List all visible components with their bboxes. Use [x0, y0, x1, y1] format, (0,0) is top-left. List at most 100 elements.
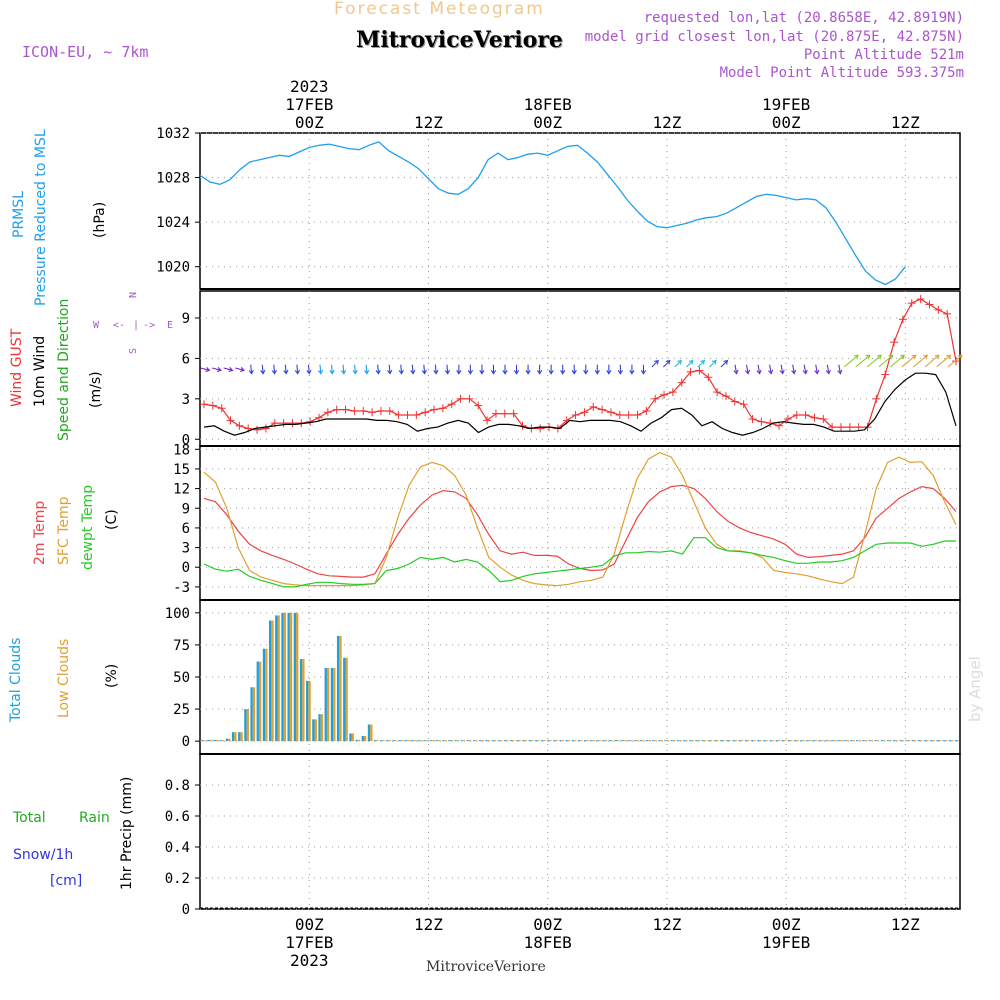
low-cloud-bar: [864, 740, 867, 742]
low-cloud-bar: [623, 740, 626, 742]
total-cloud-bar: [479, 740, 482, 742]
total-cloud-bar: [868, 740, 871, 742]
total-cloud-bar: [602, 740, 605, 742]
total-cloud-bar: [392, 740, 395, 742]
total-cloud-bar: [874, 740, 877, 742]
low-cloud-bar: [549, 740, 552, 742]
total-cloud-bar: [503, 740, 507, 742]
wind-direction-arrow-shaft: [936, 354, 951, 368]
wind-direction-arrow-head: [877, 354, 882, 360]
ytick-label-temperature: 12: [173, 482, 190, 498]
time-label-bottom: 12Z: [891, 915, 920, 934]
total-cloud-bar: [670, 740, 673, 742]
low-cloud-bar: [493, 740, 497, 742]
wind-direction-arrow-shaft: [838, 364, 841, 374]
wind-direction-arrow: [936, 354, 952, 368]
total-cloud-bar: [707, 740, 711, 742]
low-cloud-bar: [604, 740, 608, 742]
wind-direction-arrow-shaft: [662, 360, 671, 368]
low-cloud-bar: [258, 661, 262, 742]
wind-direction-arrow: [720, 359, 729, 368]
total-cloud-bar: [837, 740, 840, 742]
wind-direction-arrow-head: [537, 370, 543, 375]
wind-direction-arrow-head: [723, 359, 729, 365]
low-cloud-bar: [660, 740, 663, 742]
location-title: MitroviceVeriore: [356, 27, 563, 53]
wind-direction-arrow-head: [502, 370, 508, 375]
wind-direction-arrow: [248, 364, 254, 375]
low-cloud-bar: [419, 740, 422, 742]
wind-direction-arrow: [901, 354, 917, 368]
wind-direction-arrow-head: [283, 369, 289, 375]
ytick-label-pressure: 1020: [156, 260, 190, 276]
wind-direction-arrow: [837, 364, 843, 375]
wind-direction-arrow-head: [421, 369, 427, 375]
wind-direction-arrow: [814, 364, 820, 375]
wind-direction-arrow-head: [888, 354, 894, 360]
total-cloud-bar: [330, 668, 334, 742]
wind-direction-arrow-shaft: [913, 354, 928, 368]
ytick-label-clouds: 100: [165, 606, 190, 622]
pressure-line: [199, 141, 906, 286]
total-cloud-bar: [312, 719, 315, 742]
wind-direction-arrow: [733, 364, 739, 375]
total-cloud-bar: [367, 724, 371, 742]
total-cloud-bar: [596, 740, 599, 742]
ytick-label-precip: 0.6: [165, 809, 190, 825]
wind-direction-arrow-head: [654, 359, 659, 365]
forecast-title: Forecast Meteogram: [334, 0, 545, 19]
low-cloud-bar: [561, 740, 565, 742]
low-cloud-bar: [469, 740, 472, 742]
total-cloud-bar: [689, 740, 692, 742]
total-cloud-bar: [954, 740, 958, 742]
low-cloud-bar: [580, 740, 583, 742]
temp-sfc-line: [203, 451, 957, 587]
low-cloud-bar: [221, 740, 225, 742]
wind-direction-arrow-shaft: [855, 354, 870, 368]
time-label-top: 00Z: [772, 113, 801, 132]
total-cloud-bar: [275, 615, 278, 742]
date-label-top: 17FEB: [285, 95, 333, 114]
model-label: ICON-EU, ~ 7km: [22, 43, 149, 61]
ytick-label-clouds: 0: [182, 734, 190, 750]
wind-direction-arrow: [924, 354, 940, 368]
ytick-label-precip: 0: [182, 902, 190, 918]
precip-cm-label: [cm]: [50, 873, 83, 889]
wind-direction-arrow-shaft: [686, 360, 694, 368]
total-cloud-bar: [744, 740, 748, 742]
total-cloud-bar: [318, 714, 321, 742]
total-cloud-bar: [404, 740, 408, 742]
total-cloud-bar: [732, 740, 735, 742]
low-cloud-bar: [796, 740, 799, 742]
wind-direction-arrow-shaft: [411, 364, 414, 374]
wind-direction-arrow: [548, 364, 554, 375]
wind-direction-arrow-head: [205, 367, 211, 373]
total-cloud-bar: [534, 740, 537, 742]
total-cloud-bar: [911, 740, 914, 742]
low-cloud-bar: [228, 738, 231, 742]
total-cloud-bar: [942, 740, 945, 742]
closest-coords: model grid closest lon,lat (20.875E, 42.…: [584, 29, 964, 45]
wind-direction-arrow: [768, 364, 774, 375]
wind-direction-arrow-shaft: [866, 354, 882, 368]
low-cloud-bar: [401, 740, 404, 742]
total-cloud-bar: [726, 740, 729, 742]
low-cloud-bar: [530, 740, 534, 742]
wind-direction-arrow: [651, 359, 659, 368]
wind-direction-arrow-head: [364, 369, 370, 375]
ytick-label-temperature: -3: [173, 580, 190, 596]
low-cloud-bar: [642, 740, 645, 742]
total-cloud-bar: [355, 739, 358, 742]
total-cloud-bar: [893, 740, 896, 742]
total-cloud-bar: [695, 740, 698, 742]
total-cloud-bar: [818, 740, 822, 742]
wind-direction-arrow: [329, 364, 335, 375]
wind-direction-arrow-head: [444, 369, 451, 375]
wind-direction-arrow: [697, 359, 706, 368]
ytick-label-temperature: 15: [173, 462, 190, 478]
total-cloud-bar: [398, 740, 402, 742]
low-cloud-bar: [382, 740, 385, 742]
low-cloud-bar: [883, 740, 886, 742]
wind-direction-arrow: [825, 364, 831, 375]
